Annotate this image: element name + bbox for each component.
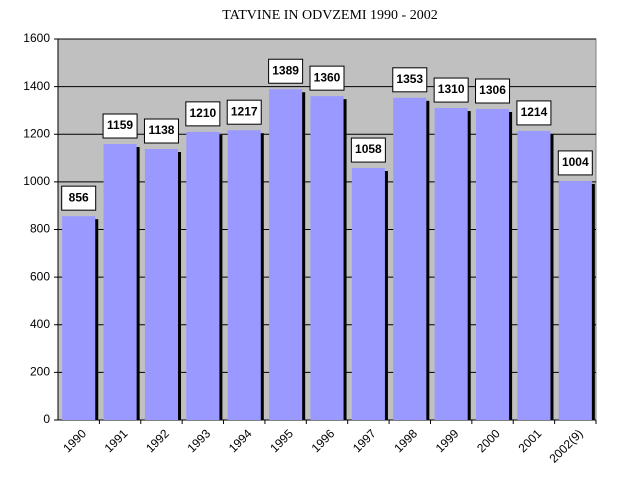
bar (144, 149, 179, 421)
bar (558, 180, 592, 420)
bar (475, 109, 510, 420)
value-label: 1138 (148, 123, 174, 137)
bar (517, 130, 551, 420)
value-label-box (268, 58, 304, 84)
bar (310, 96, 344, 421)
value-label-box (102, 113, 138, 139)
y-tick-label: 1600 (23, 31, 50, 45)
bar (186, 131, 220, 420)
value-label: 1214 (521, 105, 548, 119)
value-label: 1210 (189, 106, 216, 120)
bar (393, 97, 427, 421)
value-label: 1389 (272, 63, 299, 77)
bar (103, 144, 137, 420)
x-tick-label: 1990 (60, 426, 89, 455)
bar (62, 216, 96, 420)
y-tick-label: 0 (43, 412, 50, 426)
value-label-box (143, 118, 179, 144)
bar (434, 108, 468, 421)
chart-title: TATVINE IN ODVZEMI 1990 - 2002 (222, 8, 437, 23)
value-label: 1353 (396, 72, 423, 86)
bar (269, 89, 303, 420)
value-label-box (433, 77, 469, 103)
x-tick-label: 1993 (184, 426, 213, 455)
value-label-box (392, 67, 428, 93)
value-label: 1217 (231, 104, 258, 118)
value-label-box (309, 65, 345, 91)
value-label: 1360 (314, 70, 341, 84)
y-tick-label: 600 (30, 269, 50, 283)
x-tick-label: 2001 (516, 426, 545, 455)
x-tick-label: 1998 (391, 426, 420, 455)
value-label: 1058 (355, 142, 382, 156)
y-tick-label: 400 (30, 317, 50, 331)
value-label-box (350, 137, 386, 163)
value-label: 1004 (562, 155, 589, 169)
x-tick-label: 1994 (226, 426, 255, 455)
x-tick-label: 1991 (102, 426, 131, 455)
x-tick-label: 1997 (350, 426, 379, 455)
value-label-box (516, 100, 552, 126)
x-tick-label: 2002(9) (547, 426, 586, 465)
value-label-box (557, 150, 593, 176)
y-tick-label: 800 (30, 222, 50, 236)
x-tick-label: 1999 (433, 426, 462, 455)
y-tick-label: 200 (30, 365, 50, 379)
y-tick-label: 1000 (23, 174, 50, 188)
x-tick-label: 1996 (309, 426, 338, 455)
x-tick-label: 2000 (474, 426, 503, 455)
value-label-box (475, 78, 511, 104)
value-label: 1159 (107, 118, 133, 132)
x-tick-label: 1992 (143, 426, 172, 455)
bar (351, 168, 385, 420)
y-tick-label: 1400 (23, 79, 50, 93)
value-label: 856 (69, 190, 89, 204)
value-label-box (226, 99, 262, 125)
value-label: 1306 (479, 83, 506, 97)
y-tick-label: 1200 (23, 126, 50, 140)
value-label: 1310 (438, 82, 465, 96)
bar (227, 130, 261, 420)
value-label-box (61, 185, 97, 211)
value-label-box (185, 101, 221, 127)
x-tick-label: 1995 (267, 426, 296, 455)
